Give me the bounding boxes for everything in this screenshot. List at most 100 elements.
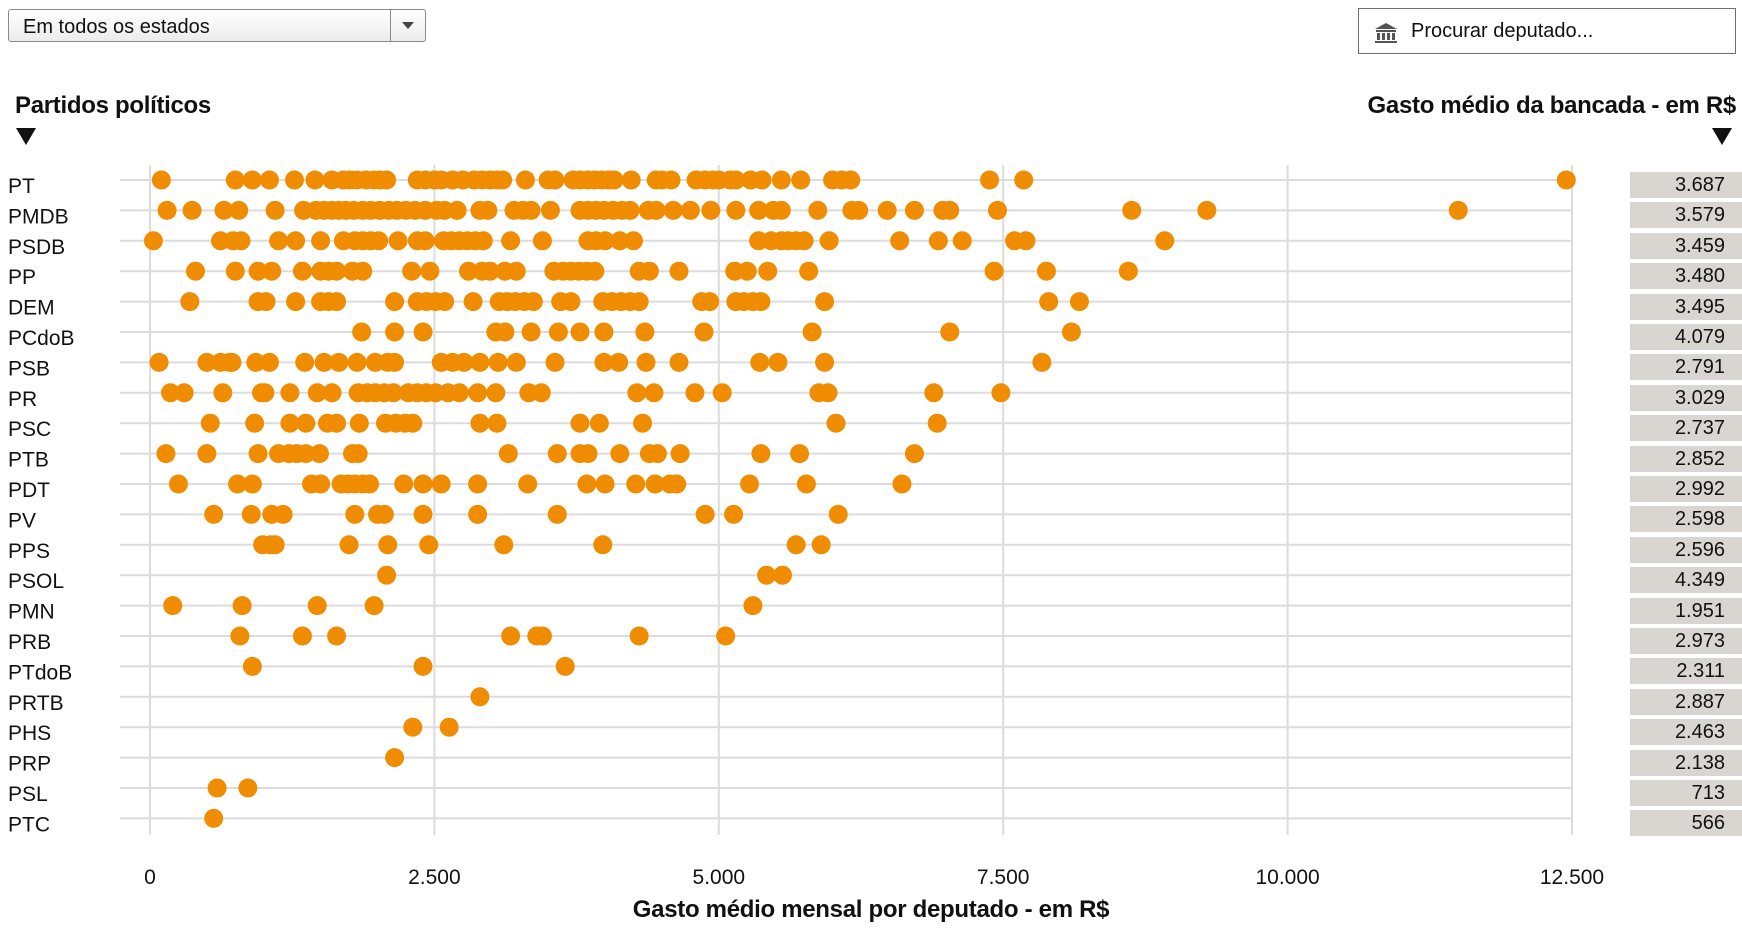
deputy-dot bbox=[663, 200, 683, 220]
deputy-dot bbox=[791, 170, 811, 190]
deputy-dot bbox=[1448, 200, 1468, 220]
deputy-dot bbox=[984, 261, 1004, 281]
deputy-dot bbox=[815, 352, 835, 372]
deputy-dot bbox=[470, 413, 490, 433]
deputy-dot bbox=[348, 444, 368, 464]
deputy-dot bbox=[310, 444, 330, 464]
deputy-dot bbox=[790, 444, 810, 464]
average-value: 3.459 bbox=[1630, 232, 1742, 259]
deputy-dot bbox=[570, 322, 590, 342]
deputy-dot bbox=[259, 352, 279, 372]
deputy-dot bbox=[545, 352, 565, 372]
deputy-dot bbox=[197, 352, 217, 372]
deputy-dot bbox=[635, 322, 655, 342]
deputy-dot bbox=[149, 352, 169, 372]
deputy-dot bbox=[305, 170, 325, 190]
chevron-down-icon bbox=[402, 22, 414, 29]
deputy-dot bbox=[927, 413, 947, 433]
deputy-dot bbox=[229, 200, 249, 220]
x-axis-title: Gasto médio mensal por deputado - em R$ bbox=[632, 896, 1110, 923]
party-label: PT bbox=[8, 175, 35, 198]
deputy-dot bbox=[413, 656, 433, 676]
deputy-dot bbox=[928, 231, 948, 251]
party-label: PSOL bbox=[8, 570, 64, 593]
deputy-dot bbox=[352, 322, 372, 342]
average-value: 4.349 bbox=[1630, 567, 1742, 594]
deputy-dot bbox=[286, 231, 306, 251]
deputy-dot bbox=[991, 383, 1011, 403]
deputy-dot bbox=[385, 292, 405, 312]
deputy-dot bbox=[826, 413, 846, 433]
deputy-dot bbox=[570, 413, 590, 433]
deputy-dot bbox=[518, 474, 538, 494]
party-label: PMN bbox=[8, 601, 55, 624]
party-label: PRB bbox=[8, 631, 51, 654]
deputy-dot bbox=[506, 261, 526, 281]
deputy-dot bbox=[473, 231, 493, 251]
dropdown-toggle[interactable] bbox=[390, 10, 425, 41]
average-value: 566 bbox=[1630, 810, 1742, 837]
deputy-dot bbox=[818, 383, 838, 403]
deputy-dot bbox=[292, 261, 312, 281]
deputy-dot bbox=[207, 778, 227, 798]
deputy-dot bbox=[470, 687, 490, 707]
deputy-dot bbox=[327, 413, 347, 433]
search-deputado-field[interactable]: Procurar deputado... bbox=[1358, 8, 1736, 54]
triangle-down-icon bbox=[1712, 128, 1732, 145]
party-label: PHS bbox=[8, 722, 51, 745]
deputy-dot bbox=[454, 352, 474, 372]
deputy-dot bbox=[749, 200, 769, 220]
deputy-dot bbox=[751, 292, 771, 312]
deputy-dot bbox=[811, 535, 831, 555]
deputy-dot bbox=[486, 383, 506, 403]
deputy-dot bbox=[385, 322, 405, 342]
average-value: 3.480 bbox=[1630, 263, 1742, 290]
deputy-dot bbox=[1155, 231, 1175, 251]
party-label: PP bbox=[8, 266, 36, 289]
deputy-dot bbox=[493, 170, 513, 190]
deputy-dot bbox=[561, 292, 581, 312]
deputy-dot bbox=[478, 200, 498, 220]
deputy-dot bbox=[515, 170, 535, 190]
average-value: 2.852 bbox=[1630, 445, 1742, 472]
deputy-dot bbox=[796, 474, 816, 494]
deputy-dot bbox=[225, 261, 245, 281]
party-label: PV bbox=[8, 509, 36, 532]
average-value: 2.598 bbox=[1630, 506, 1742, 533]
deputy-dot bbox=[716, 626, 736, 646]
deputy-dot bbox=[694, 322, 714, 342]
deputy-dot bbox=[540, 200, 560, 220]
deputy-dot bbox=[594, 322, 614, 342]
x-tick-label: 10.000 bbox=[1255, 866, 1319, 889]
deputy-dot bbox=[980, 170, 1000, 190]
deputy-dot bbox=[771, 200, 791, 220]
deputy-dot bbox=[265, 200, 285, 220]
deputy-dot bbox=[246, 352, 266, 372]
average-value: 3.029 bbox=[1630, 384, 1742, 411]
deputy-dot bbox=[468, 504, 488, 524]
state-filter-value: Em todos os estados bbox=[23, 16, 210, 38]
deputy-dot bbox=[225, 170, 245, 190]
deputy-dot bbox=[700, 292, 720, 312]
state-filter-dropdown[interactable]: Em todos os estados bbox=[8, 9, 426, 42]
average-header: Gasto médio da bancada - em R$ bbox=[1367, 92, 1737, 119]
average-value: 2.992 bbox=[1630, 476, 1742, 502]
deputy-dot bbox=[680, 200, 700, 220]
deputy-dot bbox=[327, 292, 347, 312]
deputy-dot bbox=[828, 504, 848, 524]
deputy-dot bbox=[345, 504, 365, 524]
deputy-dot bbox=[740, 474, 760, 494]
deputy-dot bbox=[214, 200, 234, 220]
deputy-dot bbox=[248, 444, 268, 464]
deputy-dot bbox=[1122, 200, 1142, 220]
deputy-dot bbox=[661, 170, 681, 190]
deputy-dot bbox=[307, 383, 327, 403]
deputy-dot bbox=[385, 352, 405, 372]
deputy-dot bbox=[238, 778, 258, 798]
deputy-dot bbox=[647, 444, 667, 464]
deputy-dot bbox=[768, 352, 788, 372]
deputy-dot bbox=[463, 292, 483, 312]
deputy-dot bbox=[242, 170, 262, 190]
average-value: 2.887 bbox=[1630, 688, 1742, 715]
average-value: 3.579 bbox=[1630, 202, 1742, 229]
